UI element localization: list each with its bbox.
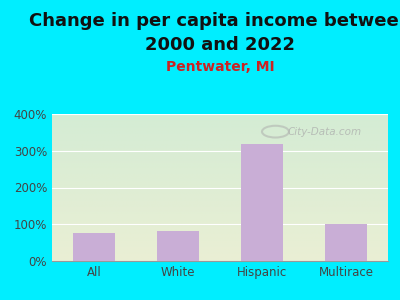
Text: Pentwater, MI: Pentwater, MI <box>166 60 274 74</box>
Bar <box>325 224 367 261</box>
Bar <box>241 144 283 261</box>
Text: Change in per capita income between: Change in per capita income between <box>29 12 400 30</box>
Bar <box>73 233 115 261</box>
Text: City-Data.com: City-Data.com <box>287 127 361 136</box>
Text: 2000 and 2022: 2000 and 2022 <box>145 36 295 54</box>
Bar <box>157 231 199 261</box>
